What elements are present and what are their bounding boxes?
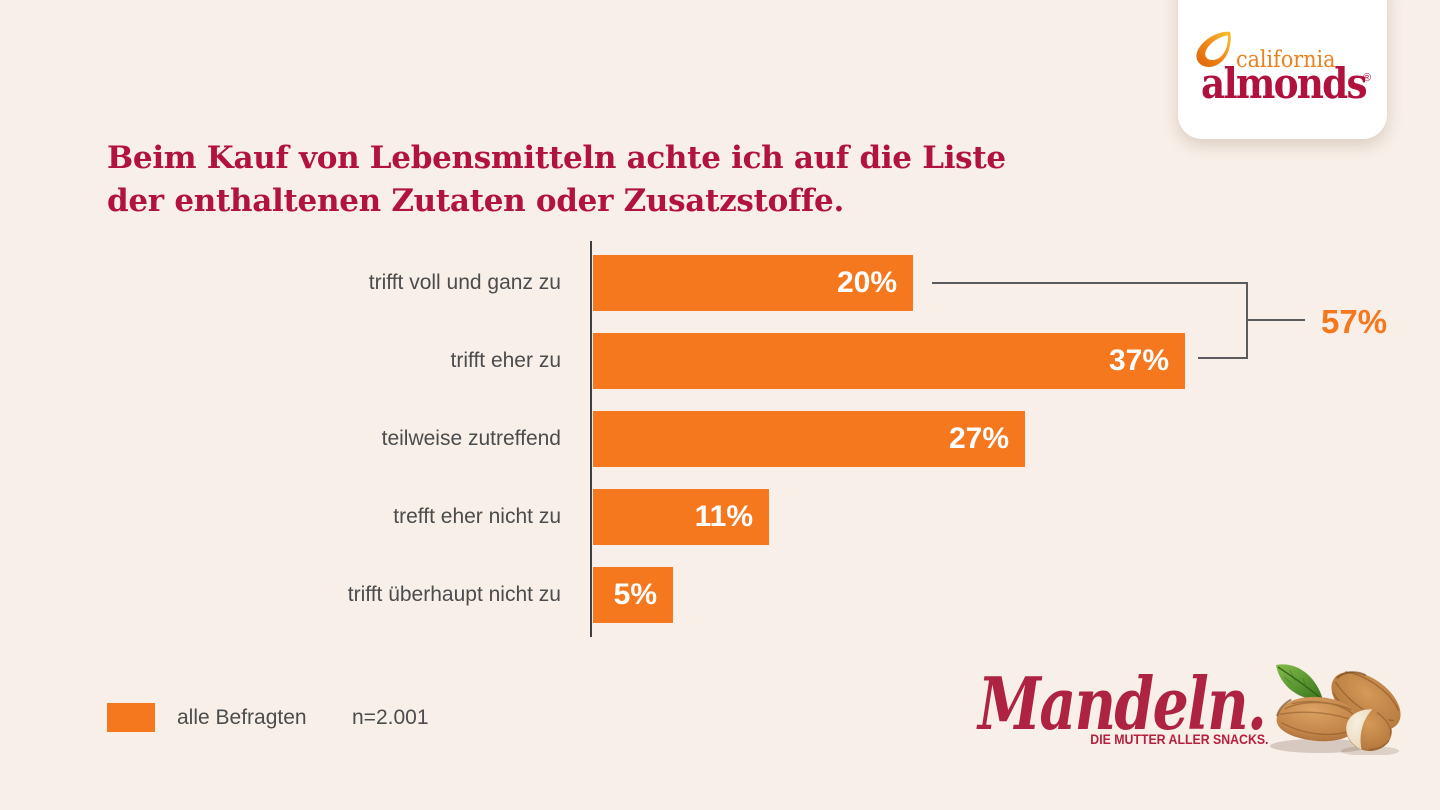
category-label: trifft eher zu	[450, 349, 562, 372]
combined-percentage-label: 57%	[1321, 303, 1388, 340]
bar: 5%	[593, 567, 673, 623]
mandeln-script-wordmark: Mandeln.	[978, 661, 1267, 746]
registered-trademark-mark: ®	[1363, 72, 1372, 84]
bracket-line-middle	[1248, 319, 1305, 321]
bracket-line-top	[932, 282, 1248, 284]
sample-size-label: n=2.001	[352, 705, 429, 729]
bracket-line-bottom	[1198, 357, 1248, 359]
category-label: trifft überhaupt nicht zu	[347, 583, 561, 606]
bar: 27%	[593, 411, 1025, 467]
brand-card: california almonds ®	[1178, 0, 1387, 139]
bar: 37%	[593, 333, 1185, 389]
mandeln-tagline: DIE MUTTER ALLER SNACKS.	[1089, 731, 1268, 747]
logo-text-almonds: almonds	[1201, 59, 1368, 108]
bar: 20%	[593, 255, 913, 311]
bar-value-label: 27%	[948, 422, 1009, 455]
legend-swatch	[107, 703, 155, 732]
bar: 11%	[593, 489, 769, 545]
california-almonds-logo: california almonds ®	[1178, 0, 1387, 139]
bar-row: teilweise zutreffend 27%	[0, 411, 1440, 467]
legend-label: alle Befragten	[177, 705, 307, 729]
bracket-line-vertical	[1246, 282, 1248, 359]
category-label: trifft voll und ganz zu	[368, 271, 561, 294]
almonds-photo	[1270, 664, 1401, 755]
bar-value-label: 11%	[694, 500, 753, 533]
category-label: trefft eher nicht zu	[393, 505, 561, 528]
bar-value-label: 20%	[836, 266, 897, 299]
almond-swirl-icon	[1195, 31, 1231, 67]
bar-row: trifft überhaupt nicht zu 5%	[0, 567, 1440, 623]
logo-text-california: california	[1236, 47, 1336, 73]
bar-row: trefft eher nicht zu 11%	[0, 489, 1440, 545]
page-title: Beim Kauf von Lebensmitteln achte ich au…	[107, 140, 1006, 219]
category-label: teilweise zutreffend	[381, 427, 561, 450]
bar-value-label: 5%	[613, 578, 657, 611]
bar-row: trifft voll und ganz zu 20%	[0, 255, 1440, 311]
y-axis-line	[590, 241, 592, 637]
bar-row: trifft eher zu 37%	[0, 333, 1440, 389]
bar-value-label: 37%	[1108, 344, 1169, 377]
